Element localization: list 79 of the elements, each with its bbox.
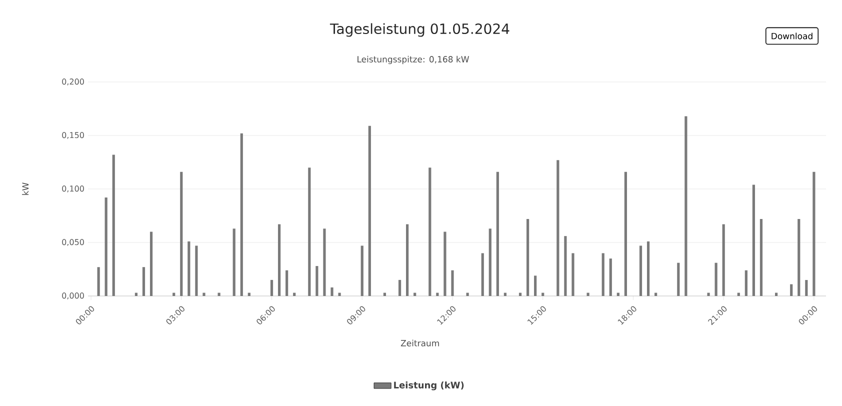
y-tick-label: 0,200 — [62, 78, 84, 86]
bar — [646, 241, 650, 296]
bar — [466, 292, 469, 296]
bar — [150, 232, 153, 296]
y-tick-label: 0,100 — [62, 186, 84, 192]
bar — [677, 262, 680, 296]
bar — [270, 280, 274, 296]
bar — [752, 184, 756, 296]
bar — [744, 270, 748, 296]
bar — [202, 292, 206, 296]
bar — [526, 218, 530, 296]
bar — [368, 126, 371, 296]
bar — [97, 267, 100, 296]
bar — [624, 172, 627, 296]
bar — [722, 224, 725, 296]
bar — [104, 198, 108, 296]
chart-subtitle: Leistungsspitze: 0,168 kW — [358, 56, 470, 64]
bar — [338, 292, 341, 296]
x-axis-title: Zeitraum — [400, 340, 439, 346]
bar — [542, 292, 544, 296]
bar — [639, 246, 642, 296]
bar — [798, 218, 800, 296]
bar — [616, 292, 620, 296]
y-axis-title: kW — [22, 182, 29, 195]
bar — [383, 292, 386, 296]
bar — [286, 270, 288, 296]
y-tick-label: 0,050 — [62, 239, 84, 246]
bar — [654, 292, 658, 296]
bar — [556, 160, 560, 296]
bar — [195, 246, 198, 296]
bar — [316, 266, 318, 296]
bar — [436, 292, 439, 296]
bar — [240, 133, 243, 296]
bar — [323, 228, 326, 296]
bar — [232, 228, 236, 296]
bar — [406, 224, 409, 296]
legend-label: Leistung (kW) — [394, 382, 464, 390]
bar — [586, 292, 590, 296]
bar — [518, 292, 522, 296]
bar — [805, 280, 808, 296]
bar — [188, 241, 190, 296]
bar — [414, 292, 416, 296]
bar — [707, 292, 710, 296]
bar — [112, 154, 115, 296]
chart-title: Tagesleistung 01.05.2024 — [330, 23, 510, 37]
bar — [172, 292, 176, 296]
bar — [504, 292, 506, 296]
bar — [760, 218, 763, 296]
bar — [496, 172, 499, 296]
bar — [180, 172, 183, 296]
bar — [714, 262, 718, 296]
bar — [293, 292, 296, 296]
bar — [488, 228, 492, 296]
bar — [684, 116, 688, 296]
bar — [737, 292, 740, 296]
y-tick-label: 0,000 — [62, 292, 84, 300]
bar — [218, 292, 220, 296]
bar — [444, 232, 446, 296]
bar — [790, 284, 793, 296]
y-tick-label: 0,150 — [62, 132, 84, 139]
bar — [398, 280, 402, 296]
bar — [248, 292, 250, 296]
bar — [278, 224, 281, 296]
bar — [360, 246, 364, 296]
bar — [564, 236, 567, 296]
bar — [428, 168, 432, 296]
bar — [308, 168, 311, 296]
bar — [134, 292, 138, 296]
bar — [481, 253, 484, 296]
bar — [451, 270, 454, 296]
bar — [812, 172, 816, 296]
text: Download — [772, 32, 812, 40]
bar — [142, 267, 146, 296]
bar — [572, 253, 574, 296]
bar — [774, 292, 778, 296]
bar — [534, 276, 537, 296]
bar — [330, 287, 334, 296]
bar — [602, 253, 604, 296]
bar — [609, 258, 612, 296]
